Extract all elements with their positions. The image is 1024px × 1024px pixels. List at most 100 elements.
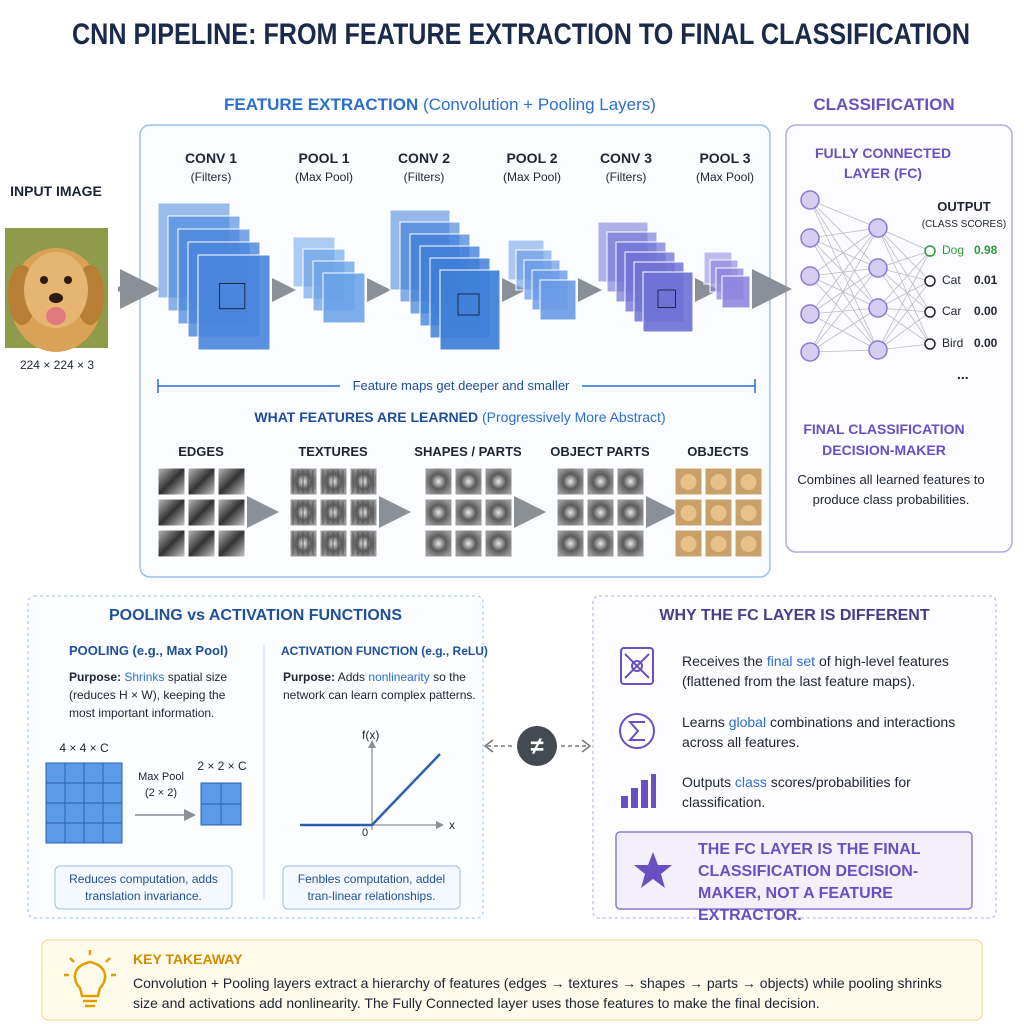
output-dim: 2 × 2 × C [197, 759, 247, 773]
face [710, 536, 727, 552]
pooling-title: POOLING (e.g., Max Pool) [69, 643, 228, 658]
face [680, 505, 697, 521]
feature-map [721, 275, 751, 309]
layer-detail: (Filters) [605, 170, 647, 184]
feature-map [439, 269, 501, 351]
stage-label: TEXTURES [298, 444, 368, 459]
connection [809, 199, 879, 309]
connection [809, 227, 879, 277]
feature-tile [616, 467, 645, 496]
callout-box [615, 831, 973, 910]
grid-cell [200, 803, 222, 826]
face [740, 505, 757, 521]
feature-tile [556, 498, 585, 527]
feature-tile [424, 498, 453, 527]
feature-tile [616, 498, 645, 527]
text: so the network can learn complex pattern… [283, 670, 476, 702]
input-label: INPUT IMAGE [10, 183, 102, 199]
feature-tile [616, 529, 645, 558]
arrow-head [483, 739, 494, 753]
description: Combines all learned features to produce… [797, 472, 985, 507]
output-node [924, 275, 936, 287]
neq-symbol: ≠ [530, 733, 543, 760]
grid-cell [83, 802, 104, 824]
feature-tile [734, 498, 763, 527]
face [710, 474, 727, 490]
point: Outputs class scores/probabilities for c… [682, 772, 972, 812]
feature-tile [586, 529, 615, 558]
feature-tile [424, 467, 453, 496]
class-score: 0.00 [974, 336, 998, 350]
pooling-note: Reduces computation, adds translation in… [69, 872, 218, 903]
output-heading: OUTPUT [937, 199, 991, 214]
face [740, 536, 757, 552]
layer-name: CONV 1 [184, 150, 238, 166]
connection [809, 349, 879, 353]
label: Purpose: [69, 670, 122, 684]
relu-curve [300, 753, 441, 827]
neuron [800, 304, 820, 324]
class-score: 0.01 [974, 273, 998, 287]
layer-name: POOL 1 [298, 150, 350, 166]
layer-name: CONV 2 [397, 150, 451, 166]
connection [809, 267, 879, 277]
feature-map [539, 279, 577, 321]
neuron [800, 228, 820, 248]
connection [809, 237, 879, 309]
feature-tile [556, 529, 585, 558]
class-label: Cat [942, 273, 961, 287]
layer-name: POOL 2 [506, 150, 558, 166]
feature-heading: FEATURE EXTRACTION (Convolution + Poolin… [160, 95, 720, 115]
feature-tile [454, 498, 483, 527]
connection [809, 199, 879, 229]
connection [809, 199, 879, 351]
connection [877, 227, 931, 282]
neuron [868, 258, 888, 278]
feature-tile [674, 467, 703, 496]
pooling-heading: POOLING vs ACTIVATION FUNCTIONS [108, 607, 403, 624]
grid-cell [102, 802, 123, 824]
text: Adds [337, 670, 366, 684]
highlight: Shrinks [124, 670, 165, 684]
activation-note: Fenbles computation, addel tran-linear r… [297, 872, 446, 903]
connection [877, 250, 931, 309]
connection [877, 280, 931, 351]
text: Outputs [682, 774, 732, 790]
learned-heading: WHAT FEATURES ARE LEARNED (Progressively… [160, 409, 760, 425]
layer-detail: (Filters) [403, 170, 445, 184]
input-image [5, 228, 108, 352]
grid-cell [83, 762, 104, 784]
grid-cell [45, 822, 66, 844]
chart-icon [621, 774, 656, 808]
neuron [800, 266, 820, 286]
classification-panel [785, 124, 1013, 553]
feature-tile [484, 529, 513, 558]
feature-tile [187, 529, 216, 558]
operation: Max Pool (2 × 2) [138, 771, 184, 799]
pooling-purpose: Purpose: Shrinks spatial size (reduces H… [69, 668, 254, 722]
connection [809, 307, 879, 315]
grid-cell [220, 782, 242, 805]
layer-name: POOL 3 [699, 150, 751, 166]
face [710, 505, 727, 521]
feature-tile [187, 467, 216, 496]
grid-cell [64, 762, 85, 784]
feature-tile [187, 498, 216, 527]
layer-detail: (Max Pool) [294, 170, 353, 184]
class-score: 0.98 [974, 243, 998, 257]
grid-cell [102, 762, 123, 784]
connection [809, 267, 879, 315]
grid-cell [64, 802, 85, 824]
face [680, 474, 697, 490]
point: Receives the final set of high-level fea… [682, 651, 972, 691]
class-label: Bird [942, 336, 964, 350]
neuron [800, 342, 820, 362]
face [680, 536, 697, 552]
icons [619, 647, 655, 749]
neuron [868, 298, 888, 318]
connection [809, 267, 879, 353]
text: Receives the [682, 653, 763, 669]
more: ... [957, 366, 969, 382]
feature-tile [157, 498, 186, 527]
feature-map [322, 272, 366, 324]
